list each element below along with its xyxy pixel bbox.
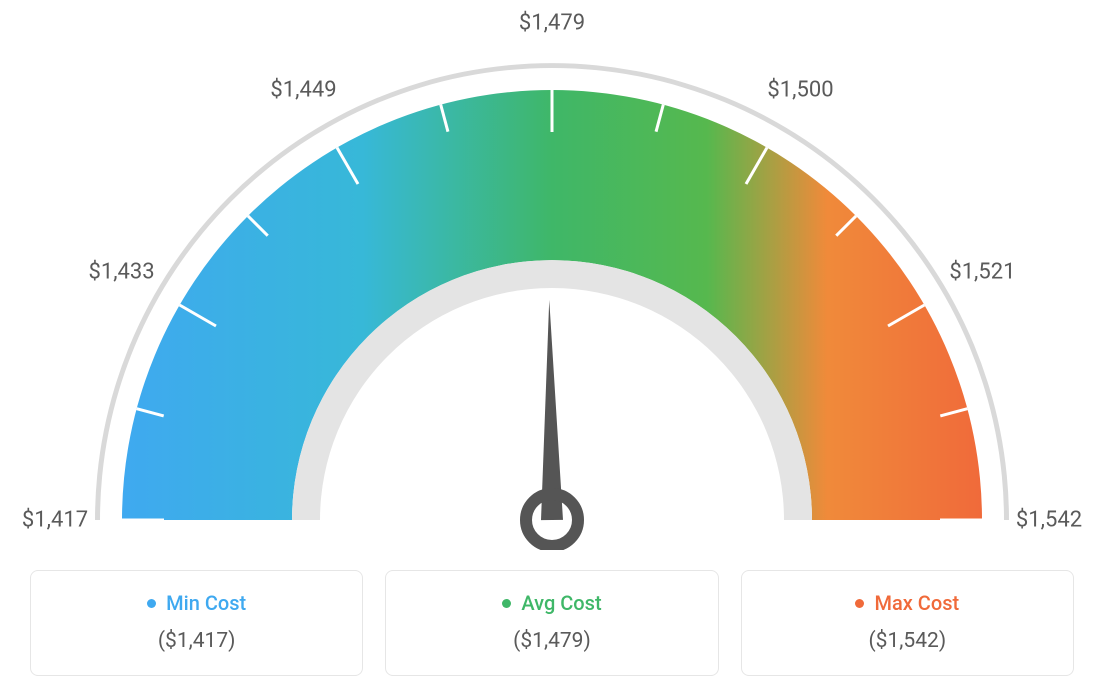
min-dot-icon: [147, 599, 156, 608]
gauge-tick-label: $1,521: [949, 259, 1015, 284]
gauge-tick-label: $1,479: [519, 11, 585, 36]
max-cost-title: Max Cost: [855, 591, 959, 615]
gauge-chart: $1,417$1,433$1,449$1,479$1,500$1,521$1,5…: [22, 20, 1082, 550]
min-cost-label: Min Cost: [166, 591, 246, 615]
gauge-tick-label: $1,542: [1016, 508, 1082, 533]
avg-cost-value: ($1,479): [410, 629, 693, 653]
avg-cost-label: Avg Cost: [521, 591, 601, 615]
min-cost-title: Min Cost: [147, 591, 246, 615]
gauge-tick-label: $1,433: [89, 259, 155, 284]
gauge-svg: [22, 20, 1082, 550]
min-cost-card: Min Cost ($1,417): [30, 570, 363, 676]
max-cost-value: ($1,542): [766, 629, 1049, 653]
avg-cost-card: Avg Cost ($1,479): [385, 570, 718, 676]
avg-dot-icon: [502, 599, 511, 608]
gauge-tick-label: $1,417: [22, 508, 88, 533]
avg-cost-title: Avg Cost: [502, 591, 601, 615]
gauge-tick-label: $1,500: [767, 77, 833, 102]
gauge-tick-label: $1,449: [270, 77, 336, 102]
summary-cards: Min Cost ($1,417) Avg Cost ($1,479) Max …: [20, 570, 1084, 676]
max-cost-card: Max Cost ($1,542): [741, 570, 1074, 676]
max-cost-label: Max Cost: [874, 591, 959, 615]
max-dot-icon: [855, 599, 864, 608]
min-cost-value: ($1,417): [55, 629, 338, 653]
